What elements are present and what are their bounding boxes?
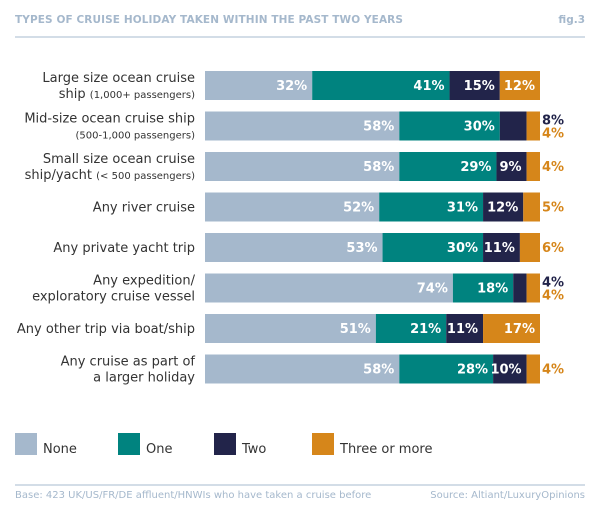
bar-row: Mid-size ocean cruise ship (500-1,000 pas… [24,111,564,142]
legend-swatch-one [118,433,140,455]
legend-label-one: One [146,442,173,457]
bar-segment-three-or-more [526,111,540,141]
bar-segment-two [499,111,527,141]
data-label-two: 15% [464,79,495,94]
data-label-two: 4% [542,276,564,291]
data-label-three-or-more: 6% [542,241,564,256]
bar-segment-three-or-more [526,354,540,384]
bar-segment-one [375,314,447,343]
legend-swatch-none [15,433,37,455]
category-label: Any private yacht trip [53,241,195,256]
data-label-one: 30% [464,120,495,135]
bar-segment-one [399,152,497,181]
category-label: Small size ocean cruise ship/yacht (< 500… [25,152,195,183]
base-note: Base: 423 UK/US/FR/DE affluent/HNWIs who… [15,490,372,501]
bar-row: Any other trip via boat/ship 51% 21% 11% 17% [17,314,540,343]
data-label-three-or-more: 4% [542,127,564,142]
footer-divider [15,484,585,486]
data-label-one: 18% [477,282,508,297]
data-label-one: 41% [413,79,444,94]
bar-segment-two [483,233,520,262]
data-label-one: 30% [447,241,478,256]
data-label-one: 21% [410,322,441,337]
bar-row: Any cruise as part of a larger holiday 58%… [61,354,564,386]
bar-segment-three-or-more [499,71,540,100]
bar-segment-none [205,111,400,141]
bar-segment-two [493,354,527,384]
data-label-none: 74% [417,282,448,297]
bar-segment-three-or-more [526,273,540,303]
bar-row: Small size ocean cruise ship/yacht (< 500… [25,152,564,183]
bar-segment-two [483,192,524,222]
data-label-two: 9% [500,160,522,175]
bar-segment-none [205,233,383,262]
data-label-two: 12% [487,201,518,216]
category-label: Any expedition/exploratory cruise vessel [32,274,196,305]
source-note: Source: Altiant/LuxuryOpinions [430,490,585,501]
data-label-none: 58% [363,363,394,378]
bar-segment-one [399,111,500,141]
bar-row: Any expedition/exploratory cruise vessel… [32,273,564,305]
chart-title: TYPES OF CRUISE HOLIDAY TAKEN WITHIN THE… [15,14,404,26]
data-label-three-or-more: 5% [542,201,564,216]
data-label-three-or-more: 4% [542,363,564,378]
bar-segment-one [452,273,514,303]
legend-label-two: Two [242,442,267,457]
bar-segment-one [382,233,484,262]
bar-segment-none [205,152,400,181]
bar-row: Large size ocean cruise ship (1,000+ pass… [42,71,540,102]
bar-segment-one [399,354,494,384]
category-label: Any river cruise [93,201,195,216]
bar-segment-one [379,192,484,222]
figure-number: fig.3 [558,14,585,26]
data-label-none: 51% [340,322,371,337]
bar-row: Any private yacht trip 53% 30% 11% 6% [53,233,564,262]
data-label-three-or-more: 12% [504,79,535,94]
legend-label-three-or-more: Three or more [340,442,433,457]
bar-segment-two [496,152,527,181]
data-label-none: 53% [346,241,377,256]
data-label-one: 29% [460,160,491,175]
data-label-two: 8% [542,114,564,129]
legend-swatch-three-or-more [312,433,334,455]
bar-segment-three-or-more [526,152,540,181]
stacked-bar-chart: Large size ocean cruise ship (1,000+ pass… [17,71,564,386]
bar-segment-two [449,71,500,100]
data-label-one: 31% [447,201,478,216]
bar-segment-none [205,354,400,384]
category-label: Mid-size ocean cruise ship (500-1,000 pas… [24,112,195,142]
bar-segment-two [513,273,527,303]
bar-segment-one [312,71,450,100]
header-divider [15,36,585,38]
bar-segment-two [446,314,484,343]
category-label: Any cruise as part of a larger holiday [61,355,196,386]
data-label-three-or-more: 4% [542,289,564,304]
bar-segment-none [205,314,376,343]
bar-segment-three-or-more [483,314,540,343]
bar-segment-none [205,71,313,100]
data-label-none: 32% [276,79,307,94]
bar-segment-none [205,192,380,222]
bar-segment-none [205,273,453,303]
legend-swatch-two [214,433,236,455]
data-label-two: 11% [447,322,478,337]
data-label-two: 10% [490,363,521,378]
data-label-three-or-more: 17% [504,322,535,337]
data-label-one: 28% [457,363,488,378]
data-label-two: 11% [484,241,515,256]
data-label-none: 58% [363,120,394,135]
data-label-three-or-more: 4% [542,160,564,175]
legend-label-none: None [43,442,77,457]
category-label: Any other trip via boat/ship [17,322,195,337]
bar-segment-three-or-more [519,233,540,262]
bar-row: Any river cruise 52% 31% 12% 5% [93,192,564,222]
category-label: Large size ocean cruise ship (1,000+ pass… [42,71,195,102]
data-label-none: 52% [343,201,374,216]
bar-segment-three-or-more [523,192,540,222]
data-label-none: 58% [363,160,394,175]
